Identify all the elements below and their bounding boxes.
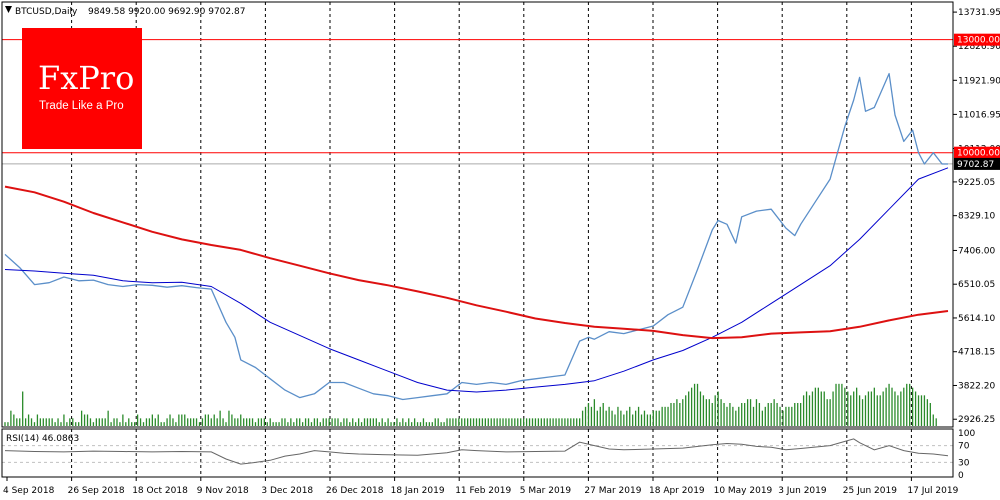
x-tick-label: 26 Sep 2018 bbox=[68, 486, 125, 496]
x-tick-label: 18 Oct 2018 bbox=[132, 486, 188, 496]
y-tick-label: 6510.05 bbox=[958, 280, 995, 290]
rsi-label: RSI(14) 46.0863 bbox=[6, 434, 79, 444]
level-price-label: 10000.00 bbox=[957, 149, 1000, 159]
level-lines bbox=[2, 39, 953, 165]
x-tick-label: 4 Sep 2018 bbox=[3, 486, 55, 496]
header-ohlc: 9849.58 9920.00 9692.90 9702.87 bbox=[88, 7, 245, 17]
level-price-tag bbox=[954, 146, 1000, 159]
y-tick-label: 4718.15 bbox=[958, 348, 995, 358]
rsi-tick-label: 0 bbox=[958, 471, 964, 481]
y-tick-label: 13731.95 bbox=[958, 8, 1000, 18]
rsi-line bbox=[4, 438, 949, 465]
x-tick-label: 25 Jun 2019 bbox=[843, 486, 897, 496]
y-tick-label: 3822.20 bbox=[958, 381, 995, 391]
date-axis: 4 Sep 2018 26 Sep 2018 18 Oct 2018 9 Nov 20… bbox=[3, 477, 959, 496]
logo-brand: FxPro bbox=[38, 59, 135, 97]
x-tick-label: 18 Jan 2019 bbox=[391, 486, 445, 496]
volume-bars bbox=[4, 383, 937, 426]
y-tick-label: 5614.10 bbox=[958, 314, 995, 324]
header-symbol: BTCUSD,Daily bbox=[15, 7, 78, 17]
last-price-tag bbox=[954, 157, 1000, 170]
rsi-tick-label: 30 bbox=[958, 458, 970, 468]
rsi-indicator bbox=[2, 438, 953, 465]
x-tick-label: 27 Mar 2019 bbox=[584, 486, 641, 496]
x-tick-label: 11 Feb 2019 bbox=[455, 486, 511, 496]
x-tick-label: 18 Apr 2019 bbox=[649, 486, 705, 496]
header-triangle-icon bbox=[5, 6, 12, 13]
x-tick-label: 9 Nov 2018 bbox=[197, 486, 249, 496]
rsi-tick-label: 70 bbox=[958, 442, 970, 452]
price-series bbox=[4, 72, 949, 401]
rsi-panel-frame bbox=[1, 428, 954, 478]
panel-frames bbox=[1, 1, 954, 478]
y-tick-label: 12826.90 bbox=[958, 42, 1000, 52]
rsi-axis: 100 70 30 0 bbox=[958, 429, 975, 481]
rsi-tick-label: 100 bbox=[958, 429, 975, 439]
level-price-label: 13000.00 bbox=[957, 36, 1000, 46]
y-tick-label: 8329.10 bbox=[958, 212, 995, 222]
y-tick-label: 7406.00 bbox=[958, 246, 995, 256]
slow-moving-average-line bbox=[4, 185, 949, 340]
x-tick-label: 3 Jun 2019 bbox=[778, 486, 827, 496]
y-tick-label: 9225.05 bbox=[958, 178, 995, 188]
last-price-label: 9702.87 bbox=[957, 160, 994, 170]
fast-moving-average-line bbox=[4, 167, 949, 393]
x-tick-label: 26 Dec 2018 bbox=[326, 486, 384, 496]
logo-tagline: Trade Like a Pro bbox=[39, 100, 124, 112]
x-tick-label: 5 Mar 2019 bbox=[520, 486, 572, 496]
main-panel-frame bbox=[1, 1, 954, 428]
y-tick-label: 2926.25 bbox=[958, 415, 995, 425]
x-tick-label: 3 Dec 2018 bbox=[261, 486, 313, 496]
vertical-gridlines bbox=[71, 2, 912, 477]
y-tick-label: 11921.90 bbox=[958, 76, 1000, 86]
chart-header: BTCUSD,Daily 9849.58 9920.00 9692.90 970… bbox=[5, 6, 245, 17]
level-price-tag bbox=[954, 33, 1000, 46]
x-tick-label: 10 May 2019 bbox=[714, 486, 773, 496]
y-tick-label: 11016.95 bbox=[958, 110, 1000, 120]
fxpro-logo: FxPro Trade Like a Pro bbox=[22, 28, 142, 149]
price-line bbox=[4, 72, 948, 401]
x-tick-label: 17 Jul 2019 bbox=[907, 486, 958, 496]
